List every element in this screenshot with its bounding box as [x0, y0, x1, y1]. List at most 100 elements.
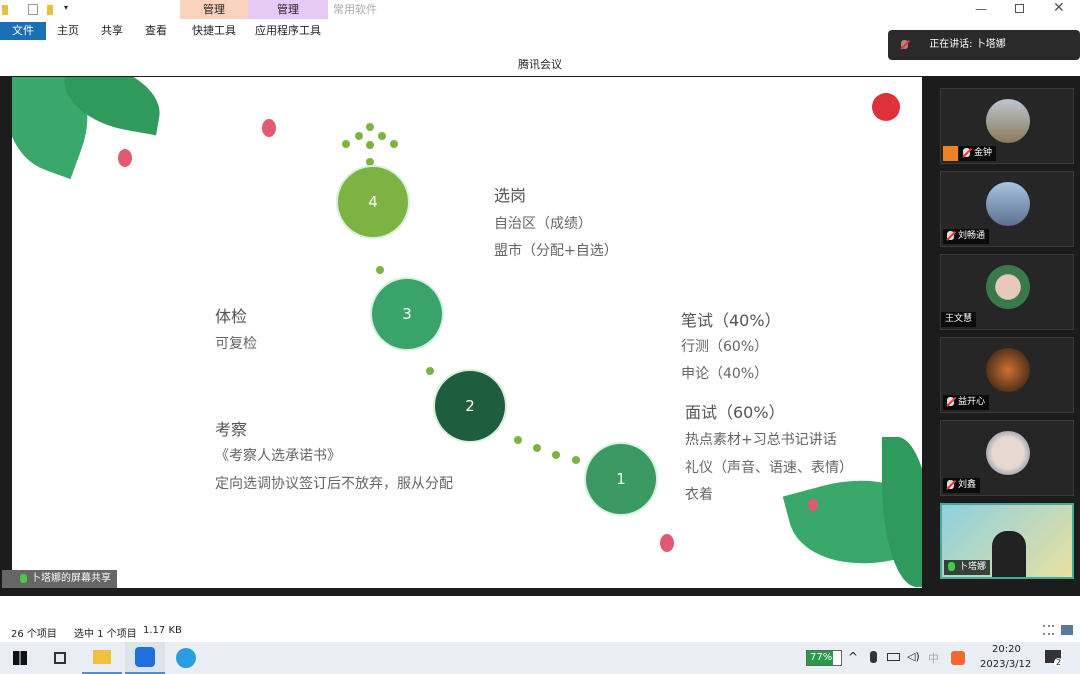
taskbar: 77% ^ ◁) 中 20:20 2023/3/12 2	[0, 642, 1080, 674]
dot	[355, 132, 363, 140]
properties-icon[interactable]	[28, 4, 38, 15]
dot	[514, 436, 522, 444]
status-bar: 26 个项目 选中 1 个项目 1.17 KB	[0, 620, 1080, 642]
interview-title: 面试（60%）	[685, 403, 785, 422]
berry-decoration	[262, 119, 276, 137]
berry-decoration	[660, 534, 674, 552]
mic-muted-icon	[901, 39, 908, 49]
context-group-manage-1: 管理	[180, 0, 248, 19]
step2-line: 定向选调协议签订后不放弃，服从分配	[215, 476, 453, 492]
written-exam-line: 申论（40%）	[681, 366, 769, 382]
screen-share-label: 卜塔娜的屏幕共享	[2, 570, 117, 588]
avatar	[986, 431, 1030, 475]
tencent-meeting-icon	[135, 647, 155, 667]
participant-tile-active[interactable]: 卜塔娜	[940, 503, 1074, 579]
maximize-button[interactable]	[1015, 4, 1024, 13]
dot	[366, 141, 374, 149]
selected-size: 1.17 KB	[143, 625, 182, 636]
tab-shortcut-tools[interactable]: 快捷工具	[192, 24, 236, 37]
dot	[366, 123, 374, 131]
folder-icon[interactable]	[2, 5, 8, 15]
tab-share[interactable]: 共享	[101, 24, 123, 37]
microphone-icon[interactable]	[870, 651, 877, 663]
task-view-button[interactable]	[40, 642, 80, 674]
participant-tile[interactable]: 金钟	[940, 88, 1074, 164]
host-icon	[943, 146, 958, 161]
meeting-title-text: 腾讯会议	[518, 58, 562, 71]
battery-percent: 77%	[807, 651, 834, 665]
tab-view[interactable]: 查看	[145, 24, 167, 37]
tab-app-tools[interactable]: 应用程序工具	[255, 24, 321, 37]
shared-screen: 4 3 2 1 选岗 自治区（成绩） 盟市（分配+自选） 体检 可复检 考察 《…	[12, 77, 922, 588]
dot	[378, 132, 386, 140]
volume-icon[interactable]: ◁)	[907, 650, 920, 663]
interview-line: 衣着	[685, 487, 713, 503]
logo-icon	[872, 93, 900, 121]
participant-name: 刘鑫	[943, 478, 981, 493]
step2-title: 考察	[215, 420, 248, 439]
step-circle-2: 2	[435, 371, 505, 441]
clock-time[interactable]: 20:20	[992, 644, 1021, 655]
step-circle-3: 3	[372, 279, 442, 349]
participant-tile[interactable]: 益开心	[940, 337, 1074, 413]
tab-home[interactable]: 主页	[57, 24, 79, 37]
speaking-text: 正在讲话: 卜塔娜	[929, 39, 1006, 50]
item-count: 26 个项目	[11, 629, 57, 640]
details-view-icon[interactable]	[1043, 625, 1054, 635]
customize-dropdown-icon[interactable]: ▾	[64, 3, 69, 12]
mic-muted-icon	[947, 397, 954, 406]
written-exam-title: 笔试（40%）	[681, 311, 781, 330]
video-person	[992, 531, 1026, 577]
selected-count: 选中 1 个项目	[74, 629, 137, 640]
meeting-window: 腾讯会议 4 3 2 1 选岗 自治区（成绩） 盟市（分配+自选） 体检 可复检…	[0, 48, 1080, 596]
ime-icon[interactable]: 中	[928, 652, 939, 665]
interview-line: 热点素材+习总书记讲话	[685, 432, 837, 448]
step4-title: 选岗	[494, 186, 527, 205]
show-hidden-icons-button[interactable]: ^	[848, 650, 859, 664]
mic-icon	[948, 562, 955, 571]
dot	[390, 140, 398, 148]
clock-date[interactable]: 2023/3/12	[980, 659, 1032, 670]
start-button[interactable]	[0, 642, 40, 674]
step4-line: 自治区（成绩）	[494, 216, 592, 232]
avatar	[986, 265, 1030, 309]
participant-tile[interactable]: 王文慧	[940, 254, 1074, 330]
quick-access-toolbar: ▾	[2, 3, 72, 17]
participant-tile[interactable]: 刘鑫	[940, 420, 1074, 496]
context-group-manage-2: 管理	[248, 0, 328, 19]
folder-icon	[93, 650, 111, 664]
mic-muted-icon	[963, 148, 970, 157]
share-label-text: 卜塔娜的屏幕共享	[31, 573, 111, 584]
notification-count: 2	[1054, 658, 1064, 667]
large-icons-view-icon[interactable]	[1061, 625, 1073, 635]
participant-name: 刘畅通	[943, 229, 990, 244]
tencent-meeting-button[interactable]	[125, 642, 165, 674]
dot	[342, 140, 350, 148]
mic-icon	[20, 573, 27, 583]
participant-name: 金钟	[959, 146, 997, 161]
berry-decoration	[118, 149, 132, 167]
file-explorer-button[interactable]	[82, 642, 122, 674]
interview-line: 礼仪（声音、语速、表情）	[685, 460, 853, 476]
tab-file[interactable]: 文件	[0, 22, 46, 40]
participant-tile[interactable]: 刘畅通	[940, 171, 1074, 247]
leaf-decoration	[882, 437, 922, 587]
minimize-button[interactable]: —	[975, 2, 987, 16]
task-view-icon	[54, 652, 66, 664]
step-circle-4: 4	[338, 167, 408, 237]
close-button[interactable]: ✕	[1053, 0, 1065, 16]
mic-muted-icon	[947, 231, 954, 240]
step4-line: 盟市（分配+自选）	[494, 243, 618, 259]
dot	[552, 451, 560, 459]
step3-line: 可复检	[215, 336, 257, 352]
power-icon[interactable]	[887, 653, 900, 661]
battery-indicator[interactable]: 77%	[806, 650, 842, 666]
dot	[572, 456, 580, 464]
sogou-icon[interactable]	[951, 651, 965, 665]
speaking-banner: 正在讲话: 卜塔娜	[888, 30, 1080, 60]
edge-browser-button[interactable]	[166, 642, 206, 674]
new-folder-icon[interactable]	[47, 5, 53, 15]
participant-name: 卜塔娜	[944, 560, 991, 575]
dot	[426, 367, 434, 375]
dot	[533, 444, 541, 452]
